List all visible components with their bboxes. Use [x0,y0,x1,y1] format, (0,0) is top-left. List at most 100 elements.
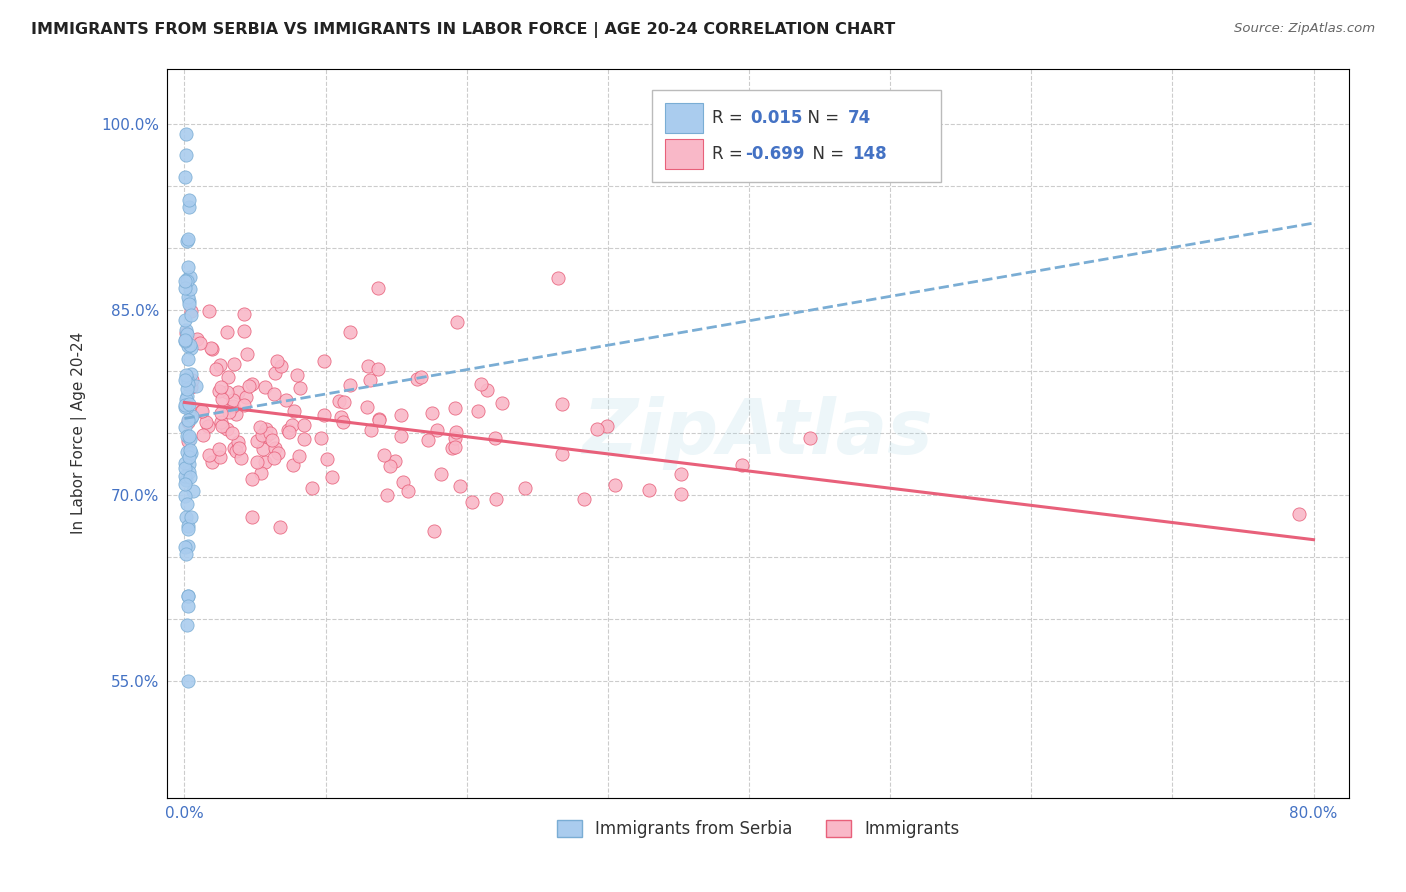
Point [176,618,198,632]
Point [375,488,398,502]
Point [186,379,208,393]
Point [429,467,451,481]
Point [281,458,304,472]
Point [572,491,595,506]
Point [586,422,609,436]
Point [177,590,200,604]
Point [181,409,204,423]
Point [179,193,201,207]
Point [179,335,201,350]
Point [176,400,198,414]
Point [204,362,226,376]
Point [277,423,299,437]
Point [197,419,219,434]
Point [224,441,246,455]
Point [174,323,197,337]
Point [174,148,197,162]
Point [406,372,429,386]
Text: N =: N = [801,145,849,163]
Point [173,398,195,412]
Point [177,539,200,553]
Point [180,368,202,382]
Point [233,398,256,412]
Point [173,489,195,503]
Point [174,333,197,347]
Point [180,379,202,393]
Point [179,429,201,443]
Point [263,442,285,456]
Point [190,404,212,418]
Point [198,448,221,462]
Point [596,419,619,434]
Point [176,376,198,391]
Point [359,373,381,387]
Point [373,448,395,462]
Point [201,342,224,356]
Point [253,380,276,394]
Point [332,415,354,429]
Point [420,406,443,420]
Point [211,392,233,406]
Point [292,418,315,433]
Point [176,389,198,403]
Text: ZipAtlas: ZipAtlas [582,396,934,470]
Point [176,445,198,459]
Point [177,518,200,533]
Point [444,425,467,440]
Point [252,442,274,457]
Point [221,425,243,440]
Text: 74: 74 [848,109,872,128]
Point [217,370,239,384]
Point [249,420,271,434]
Point [181,484,204,499]
Point [240,376,263,391]
Point [411,370,433,384]
Point [253,455,276,469]
Point [222,393,245,408]
Point [215,325,238,339]
Point [179,470,201,484]
Point [328,393,350,408]
Point [225,407,247,421]
Point [367,281,389,295]
Point [441,441,464,455]
Point [180,509,202,524]
Point [179,282,201,296]
Point [218,405,240,419]
Point [389,408,412,422]
Point [228,441,250,455]
Point [179,443,201,458]
Point [208,358,231,372]
FancyBboxPatch shape [665,138,703,169]
Point [240,472,263,486]
Point [232,324,254,338]
Point [176,326,198,341]
Point [283,404,305,418]
Point [180,446,202,460]
Point [174,509,197,524]
Point [177,458,200,472]
Point [174,273,197,287]
Point [270,359,292,374]
Point [179,433,201,447]
Point [274,392,297,407]
Point [443,431,465,445]
Point [551,447,574,461]
Legend: Immigrants from Serbia, Immigrants: Immigrants from Serbia, Immigrants [550,813,966,845]
Point [339,378,361,392]
Point [225,443,247,458]
Point [173,468,195,483]
Point [731,458,754,473]
Point [177,290,200,304]
Point [280,418,302,433]
Point [799,431,821,445]
Point [470,376,492,391]
Point [249,466,271,480]
Point [174,326,197,341]
Point [173,281,195,295]
Point [174,313,197,327]
Point [174,368,197,383]
Point [333,395,356,409]
Point [314,354,336,368]
Point [177,297,200,311]
